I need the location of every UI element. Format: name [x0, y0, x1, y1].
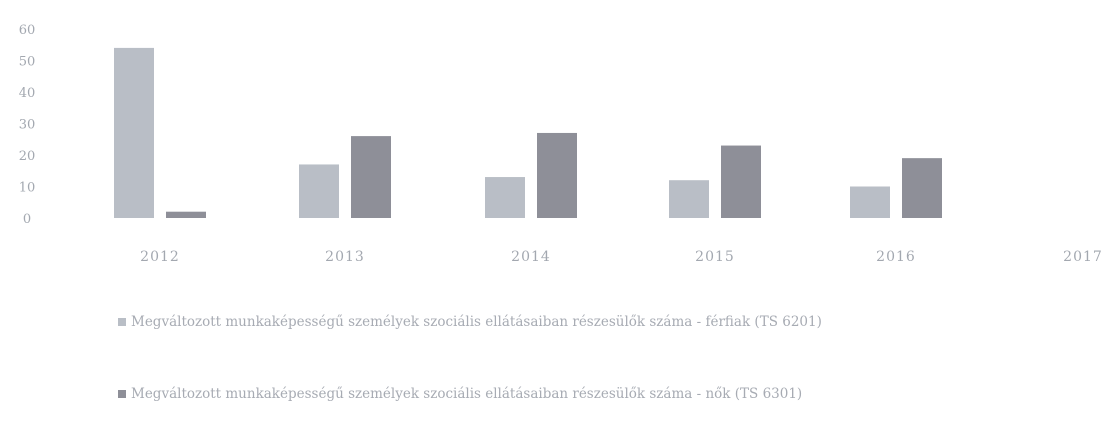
- x-tick-label-2016: 2016: [876, 249, 916, 265]
- bar-men-2014: [485, 177, 525, 218]
- legend-entry-women: Megváltozott munkaképességű személyek sz…: [118, 384, 978, 404]
- bar-men-2016: [850, 186, 890, 218]
- y-axis-ticks: 0 10 20 30 40 50 60: [19, 23, 36, 227]
- y-tick-label-60: 60: [19, 23, 36, 38]
- x-tick-label-2012: 2012: [140, 249, 180, 265]
- bar-chart: 0 10 20 30 40 50 60 2012 2013 2014 2015 2016 2017: [19, 23, 1101, 265]
- bar-women-2016: [902, 158, 942, 218]
- bar-women-2012: [166, 211, 206, 218]
- x-tick-label-2015: 2015: [695, 249, 735, 265]
- y-tick-label-0: 0: [23, 212, 31, 227]
- x-tick-label-2014: 2014: [511, 249, 551, 265]
- y-tick-label-50: 50: [19, 55, 36, 70]
- x-tick-label-2013: 2013: [325, 249, 365, 265]
- bar-women-2015: [721, 145, 761, 218]
- x-axis-ticks: 2012 2013 2014 2015 2016 2017: [140, 249, 1101, 265]
- y-tick-label-40: 40: [19, 86, 36, 101]
- bar-women-2013: [351, 136, 391, 218]
- bars-group: [114, 47, 942, 219]
- legend-entry-men: Megváltozott munkaképességű személyek sz…: [118, 312, 1088, 332]
- legend-swatch-men: [118, 317, 126, 326]
- y-tick-label-30: 30: [19, 118, 36, 133]
- bar-women-2014: [537, 132, 577, 218]
- legend-swatch-women: [118, 389, 126, 398]
- bar-men-2015: [669, 180, 709, 218]
- legend-label-women: Megváltozott munkaképességű személyek sz…: [131, 386, 803, 402]
- y-tick-label-20: 20: [19, 149, 36, 164]
- x-tick-label-2017: 2017: [1063, 249, 1101, 265]
- y-tick-label-10: 10: [19, 181, 36, 196]
- legend-label-men: Megváltozott munkaképességű személyek sz…: [131, 314, 822, 330]
- bar-men-2013: [299, 164, 339, 218]
- bar-men-2012: [114, 47, 154, 219]
